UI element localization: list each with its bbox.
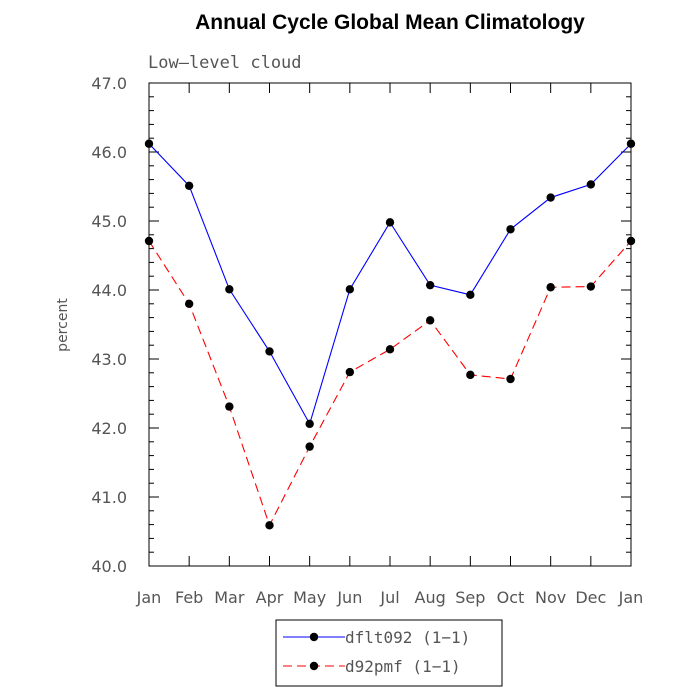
y-tick-label: 47.0 <box>91 74 127 93</box>
legend-marker-series-1 <box>309 632 319 642</box>
chart-subtitle: Low—level cloud <box>148 53 302 73</box>
axis-ticks <box>148 82 632 567</box>
data-point <box>225 285 234 294</box>
x-tick-label: Mar <box>214 588 245 607</box>
legend-box <box>275 619 503 687</box>
data-point <box>345 367 355 377</box>
data-point <box>506 374 515 384</box>
data-point <box>385 218 395 227</box>
x-tick-label: Dec <box>575 588 606 607</box>
y-tick-label: 45.0 <box>91 212 127 231</box>
data-point <box>265 521 274 530</box>
plot-frame <box>148 82 632 567</box>
series-layer <box>144 139 636 530</box>
x-tick-label: Feb <box>175 588 203 607</box>
y-tick-labels: 40.0 41.0 42.0 43.0 44.0 45.0 46.0 47.0 <box>91 74 127 576</box>
data-point <box>345 285 355 294</box>
y-tick-label: 43.0 <box>91 350 127 369</box>
data-point <box>506 225 515 234</box>
legend-label-series-2: d92pmf (1−1) <box>345 657 461 676</box>
x-tick-label: Aug <box>415 588 446 607</box>
data-point <box>184 181 194 191</box>
y-tick-label: 40.0 <box>91 557 127 576</box>
chart-title: Annual Cycle Global Mean Climatology <box>195 11 585 34</box>
x-tick-label: Jan <box>618 588 644 607</box>
series-line-2 <box>148 240 632 527</box>
x-tick-label: Oct <box>497 588 525 607</box>
x-tick-label: Jan <box>136 588 162 607</box>
legend-marker-series-2 <box>309 661 319 671</box>
y-tick-label: 46.0 <box>91 143 127 162</box>
x-tick-label: Nov <box>535 588 566 607</box>
x-tick-label: Apr <box>256 588 284 607</box>
x-tick-label: Sep <box>455 588 485 607</box>
series-1 <box>144 139 636 429</box>
x-tick-label: Jun <box>336 588 362 607</box>
y-tick-label: 42.0 <box>91 419 127 438</box>
data-point <box>265 347 274 356</box>
data-point <box>305 442 314 451</box>
x-tick-label: May <box>293 588 326 607</box>
y-tick-label: 44.0 <box>91 281 127 300</box>
x-tick-label: Jul <box>379 588 399 607</box>
data-point <box>586 180 596 189</box>
data-point <box>586 282 596 291</box>
data-point <box>184 299 194 308</box>
data-point <box>425 280 435 290</box>
x-tick-labels: Jan Feb Mar Apr May Jun Jul Aug Sep Oct Nov Dec Jan <box>136 588 644 607</box>
data-point <box>305 419 314 429</box>
data-point <box>385 345 395 354</box>
data-point <box>225 402 234 411</box>
legend: dflt092 (1−1) d92pmf (1−1) <box>275 619 503 687</box>
y-axis-label: percent <box>55 298 71 352</box>
data-point <box>546 283 555 292</box>
legend-label-series-1: dflt092 (1−1) <box>345 628 470 647</box>
series-2 <box>144 236 636 530</box>
y-tick-label: 41.0 <box>91 488 127 507</box>
series-line-1 <box>148 143 632 426</box>
data-point <box>546 193 555 202</box>
data-point <box>466 370 475 380</box>
data-point <box>425 316 435 325</box>
data-point <box>466 290 475 300</box>
